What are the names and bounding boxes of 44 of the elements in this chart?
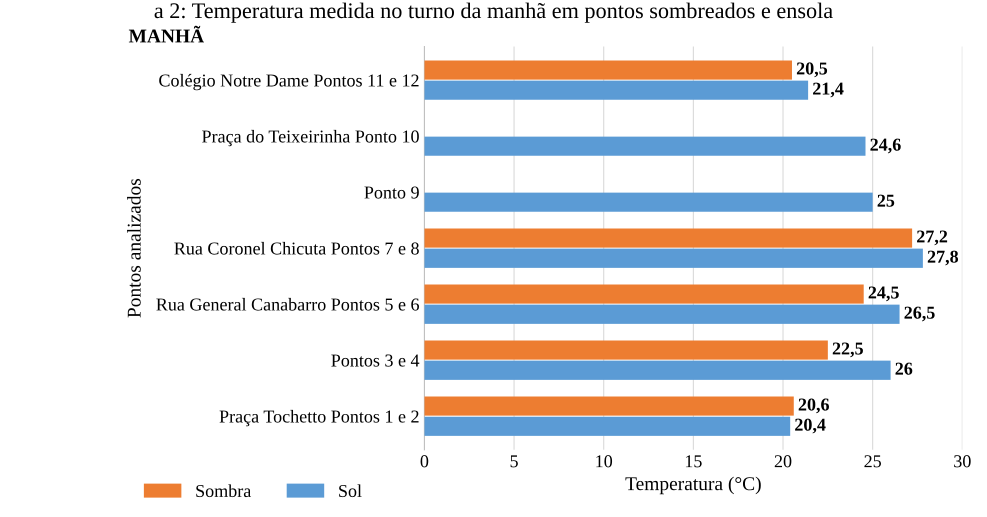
y-axis-title: Pontos analizados	[127, 178, 141, 318]
data-label: 24,5	[868, 286, 899, 302]
x-tick-label: 5	[510, 455, 518, 468]
bar	[424, 396, 794, 416]
y-tick-label: Rua Coronel Chicuta Pontos 7 e 8	[174, 242, 419, 255]
x-axis-title: Temperatura (°C)	[625, 476, 761, 494]
bar	[424, 60, 792, 80]
x-tick-label: 20	[774, 455, 792, 468]
y-tick-label: Rua General Canabarro Pontos 5 e 6	[156, 298, 420, 311]
bar	[424, 136, 866, 156]
x-tick-label: 15	[686, 455, 702, 468]
bar	[424, 192, 873, 212]
y-tick-label: Colégio Notre Dame Pontos 11 e 12	[159, 74, 419, 90]
y-tick-label: Praça Tochetto Pontos 1 e 2	[220, 410, 419, 426]
data-label: 25	[878, 194, 894, 207]
x-tick-label: 10	[596, 455, 612, 468]
data-label: 27,8	[928, 250, 958, 266]
bar	[424, 248, 923, 268]
data-label: 26	[896, 362, 912, 375]
bar	[424, 340, 828, 360]
data-label: 26,5	[904, 306, 935, 322]
bar	[424, 284, 864, 304]
bar	[424, 228, 912, 248]
data-label: 21,4	[813, 82, 844, 98]
data-label: 27,2	[917, 230, 948, 246]
bar	[424, 360, 891, 380]
x-tick-label: 30	[954, 455, 971, 468]
bar	[424, 416, 790, 436]
y-tick-label: Pontos 3 e 4	[331, 354, 420, 367]
data-label: 22,5	[832, 342, 863, 358]
data-label: 20,4	[795, 418, 826, 434]
data-label: 20,6	[798, 398, 830, 414]
legend-label: Sombra	[196, 484, 252, 498]
y-tick-label: Praça do Teixeirinha Ponto 10	[202, 130, 419, 146]
x-tick-label: 0	[420, 455, 428, 468]
legend-label: Sol	[339, 484, 362, 498]
x-tick-label: 25	[864, 455, 881, 468]
text: MANHÃ	[128, 26, 204, 42]
data-label: 24,6	[870, 138, 901, 154]
bar	[424, 304, 900, 324]
chart-title: a 2: Temperatura medida no turno da manhã em pontos sombreados e ensola	[154, 2, 833, 23]
y-tick-label: Ponto 9	[364, 186, 419, 199]
data-label: 20,5	[796, 62, 828, 78]
bar	[424, 80, 808, 100]
